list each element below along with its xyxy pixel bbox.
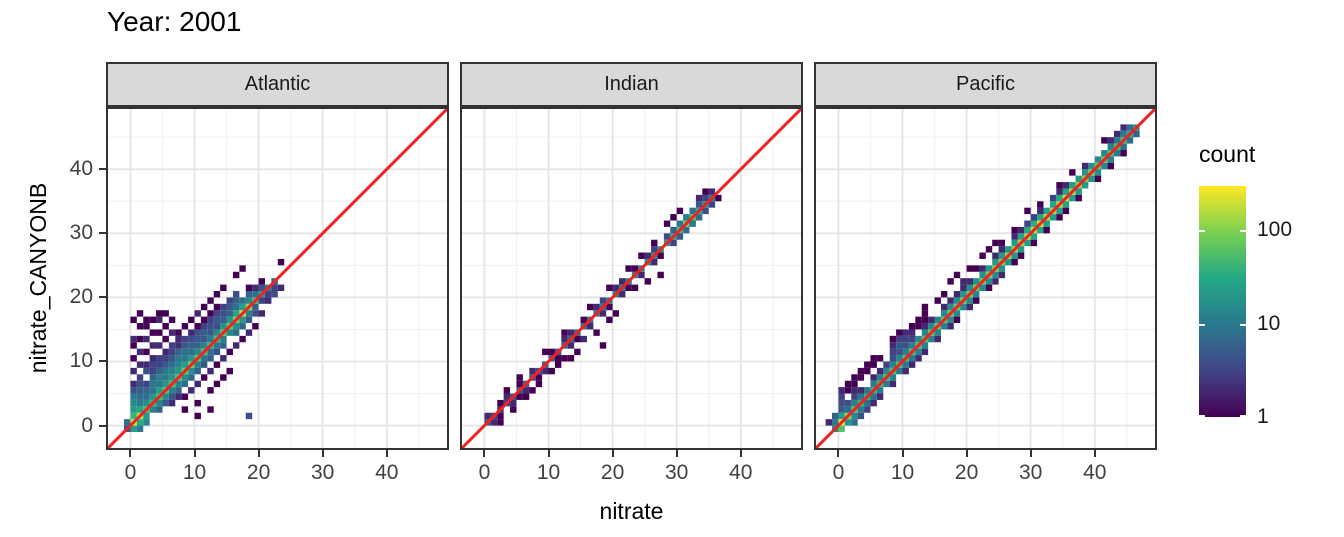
legend-tick-mark (1240, 415, 1246, 417)
identity-line (108, 109, 447, 448)
x-tick-mark (837, 450, 840, 457)
x-tick-mark (193, 450, 196, 457)
legend-colorbar (1199, 186, 1246, 417)
identity-line (462, 109, 801, 448)
y-tick-mark (99, 424, 106, 427)
x-axis-title: nitrate (599, 498, 664, 524)
panel-canvas-atlantic (108, 109, 447, 448)
x-tick-label: 0 (478, 461, 491, 484)
legend-title: count (1199, 141, 1256, 167)
legend-tick-mark (1240, 323, 1246, 326)
x-tick-label: 30 (664, 461, 689, 484)
x-tick-label: 40 (375, 461, 399, 484)
x-tick-label: 20 (246, 461, 271, 484)
x-tick-label: 20 (954, 461, 979, 484)
x-tick-mark (483, 450, 486, 457)
identity-line (816, 109, 1155, 448)
legend-tick-mark (1199, 415, 1205, 417)
x-tick-label: 0 (124, 461, 137, 484)
legend-tick-label: 1 (1257, 405, 1269, 428)
legend-tick-label: 10 (1257, 311, 1281, 335)
x-tick-mark (1093, 450, 1096, 457)
x-tick-label: 30 (1018, 461, 1043, 484)
y-tick-label: 0 (81, 413, 93, 437)
facet-strip-atlantic: Atlantic (106, 62, 449, 107)
x-tick-label: 40 (729, 461, 753, 484)
x-tick-mark (547, 450, 550, 457)
y-tick-label: 20 (69, 285, 93, 309)
plot-title: Year: 2001 (107, 6, 242, 37)
legend-tick-mark (1199, 323, 1205, 326)
y-tick-label: 10 (69, 349, 93, 373)
x-tick-label: 10 (890, 461, 915, 484)
y-tick-label: 30 (69, 221, 93, 245)
legend-annotations: 100 10 1 (1199, 186, 1319, 428)
x-tick-label: 40 (1083, 461, 1107, 484)
x-tick-label: 10 (182, 461, 207, 484)
x-tick-mark (739, 450, 742, 457)
x-tick-mark (321, 450, 324, 457)
legend-tick-mark (1240, 230, 1246, 233)
x-tick-mark (611, 450, 614, 457)
panel-pacific (814, 107, 1157, 450)
x-tick-mark (129, 450, 132, 457)
y-tick-mark (99, 296, 106, 299)
y-tick-mark (99, 168, 106, 171)
panel-atlantic (106, 107, 449, 450)
panel-canvas-indian (462, 109, 801, 448)
y-axis: 0 10 20 30 40 (55, 107, 107, 450)
grid-layer (108, 109, 447, 448)
x-tick-mark (675, 450, 678, 457)
x-tick-label: 20 (600, 461, 625, 484)
facet-label: Indian (604, 73, 659, 95)
x-axis-atlantic: 0 10 20 30 40 (106, 450, 449, 496)
y-tick-mark (99, 360, 106, 363)
y-axis-title: nitrate_CANYONB (25, 182, 51, 374)
legend-tick-mark (1199, 230, 1205, 233)
x-axis-pacific: 0 10 20 30 40 (814, 450, 1157, 496)
facet-label: Pacific (956, 73, 1015, 95)
x-tick-label: 0 (832, 461, 845, 484)
x-tick-label: 10 (536, 461, 561, 484)
panel-indian (460, 107, 803, 450)
x-tick-mark (1029, 450, 1032, 457)
x-tick-label: 30 (310, 461, 335, 484)
panel-canvas-pacific (816, 109, 1155, 448)
x-tick-mark (965, 450, 968, 457)
facet-strip-pacific: Pacific (814, 62, 1157, 107)
grid-layer (462, 109, 801, 448)
legend-tick-label: 100 (1257, 218, 1293, 242)
facet-label: Atlantic (244, 73, 311, 95)
x-axis-indian: 0 10 20 30 40 (460, 450, 803, 496)
y-tick-mark (99, 232, 106, 235)
x-tick-mark (901, 450, 904, 457)
x-tick-mark (257, 450, 260, 457)
facet-strip-indian: Indian (460, 62, 803, 107)
x-tick-mark (385, 450, 388, 457)
y-tick-label: 40 (69, 157, 93, 181)
